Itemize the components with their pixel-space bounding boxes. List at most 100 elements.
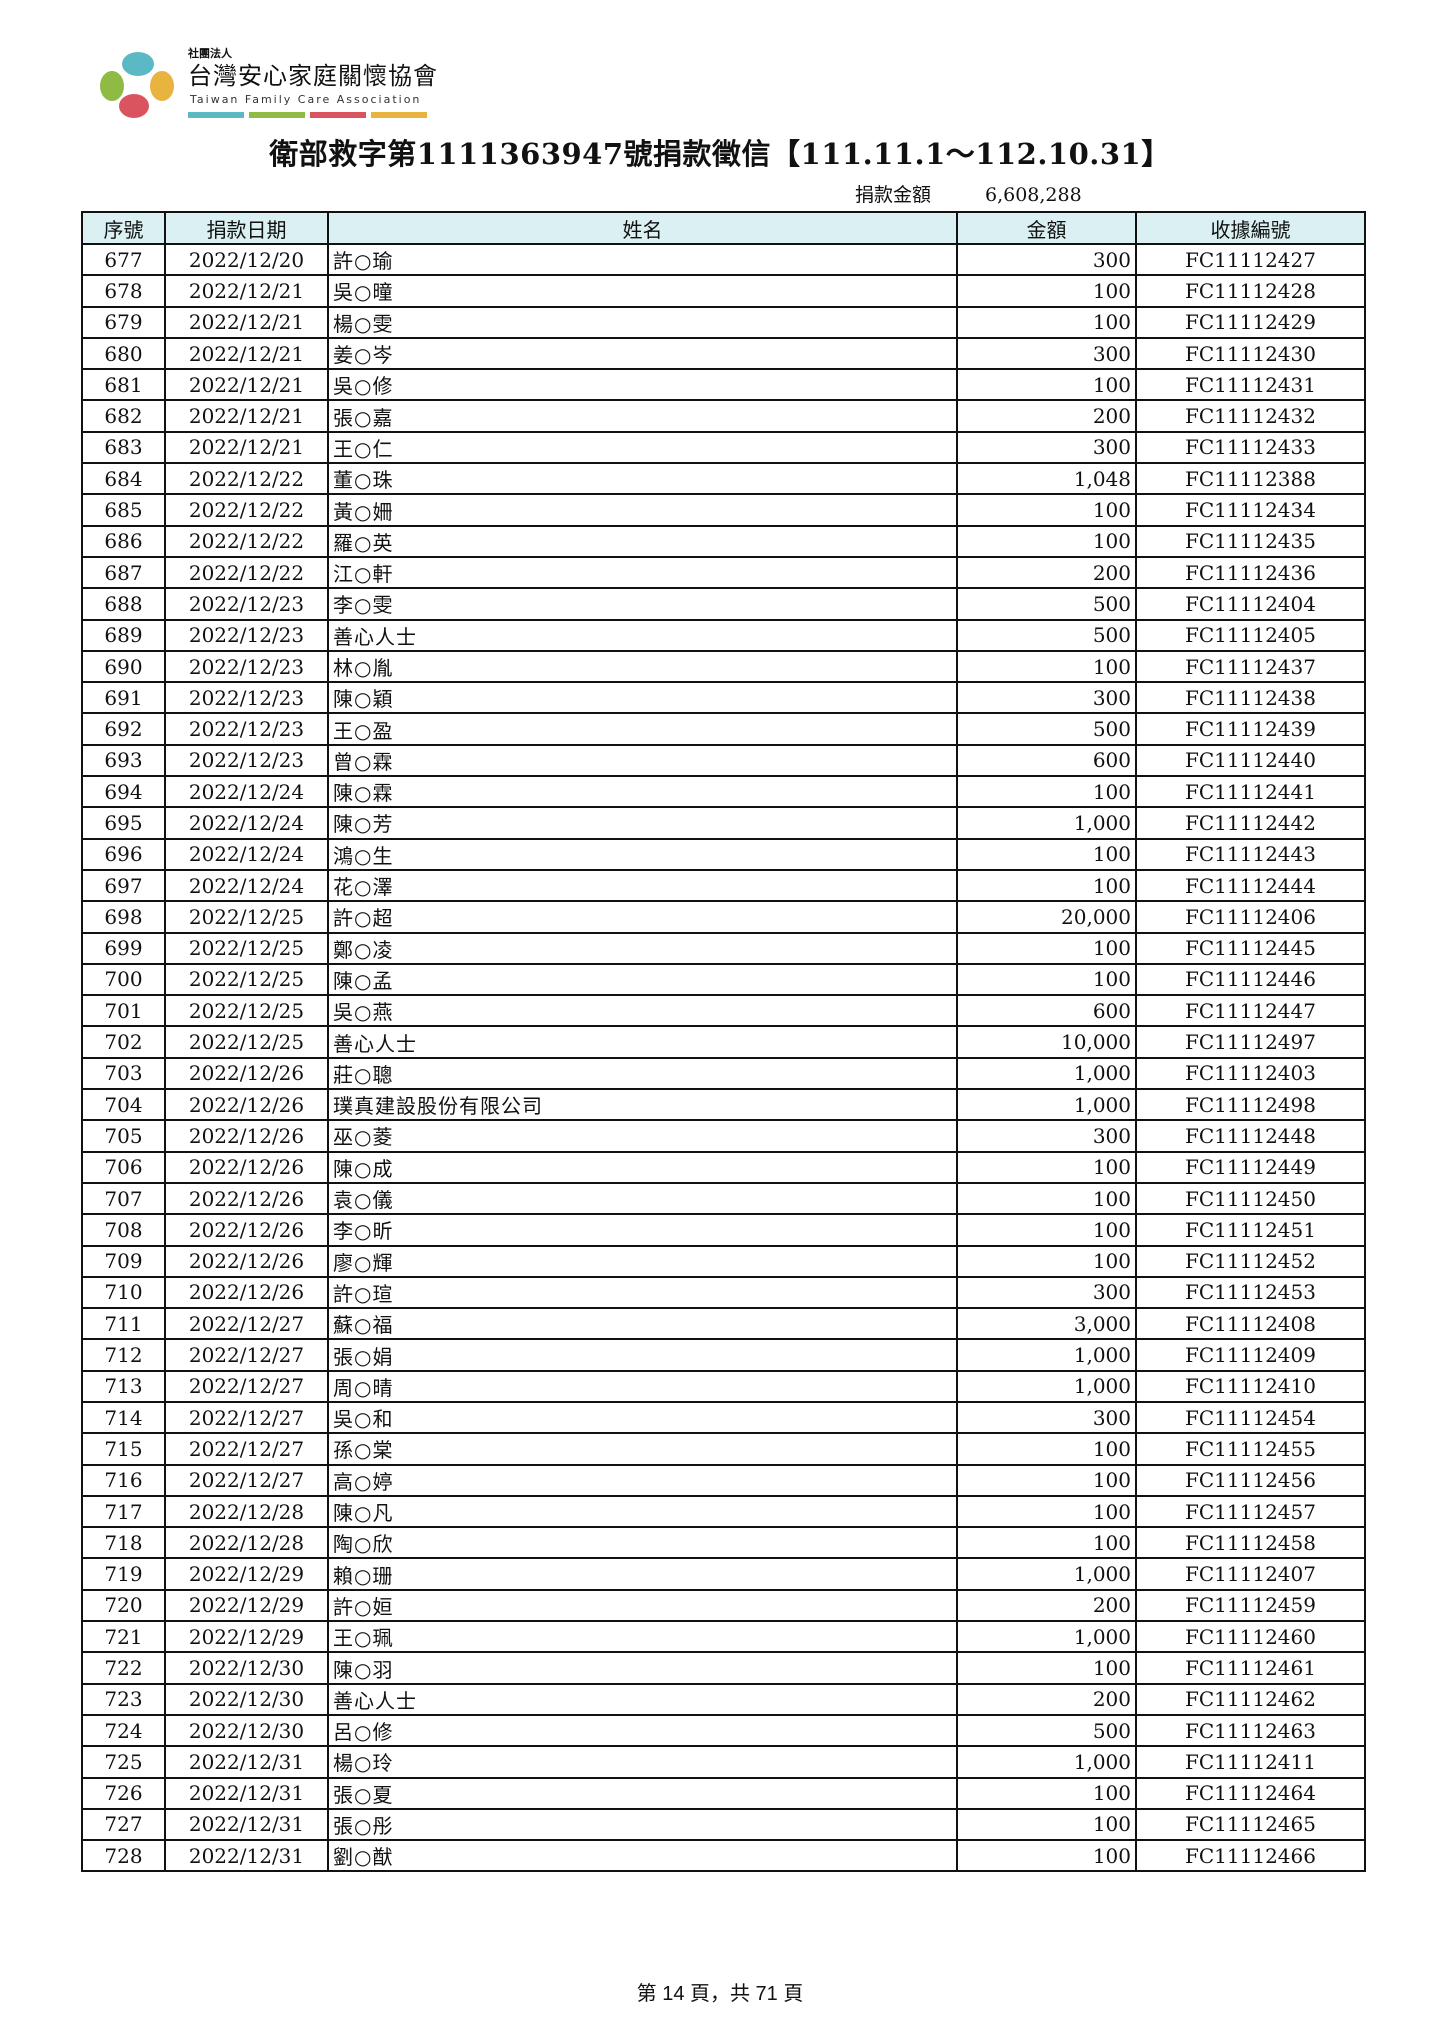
- cell-date: 2022/12/30: [164, 1682, 329, 1716]
- cell-amount: 1,000: [956, 1557, 1137, 1591]
- cell-date: 2022/12/25: [164, 931, 329, 965]
- cell-seq: 694: [81, 775, 166, 809]
- cell-amount: 1,000: [956, 1056, 1137, 1091]
- cell-name: 許○姮: [327, 1588, 958, 1623]
- cell-receipt: FC11112464: [1135, 1776, 1366, 1810]
- table-row: 705 2022/12/26 巫○菱 300 FC11112448: [81, 1119, 1366, 1153]
- cell-amount: 100: [956, 962, 1137, 997]
- cell-receipt: FC11112497: [1135, 1025, 1366, 1059]
- cell-name: 李○昕: [327, 1213, 958, 1247]
- cell-seq: 721: [81, 1620, 166, 1654]
- cell-date: 2022/12/20: [164, 242, 329, 277]
- cell-seq: 687: [81, 555, 166, 590]
- cell-date: 2022/12/22: [164, 555, 329, 590]
- table-row: 690 2022/12/23 林○胤 100 FC11112437: [81, 649, 1366, 684]
- cell-date: 2022/12/27: [164, 1400, 329, 1435]
- table-row: 707 2022/12/26 袁○儀 100 FC11112450: [81, 1181, 1366, 1216]
- cell-date: 2022/12/26: [164, 1181, 329, 1216]
- cell-amount: 100: [956, 1463, 1137, 1497]
- table-row: 685 2022/12/22 黃○姍 100 FC11112434: [81, 493, 1366, 527]
- org-name-english: Taiwan Family Care Association: [190, 93, 422, 106]
- cell-seq: 697: [81, 868, 166, 903]
- cell-date: 2022/12/27: [164, 1307, 329, 1341]
- cell-name: 善心人士: [327, 1682, 958, 1716]
- cell-seq: 683: [81, 430, 166, 465]
- cell-amount: 100: [956, 493, 1137, 527]
- cell-date: 2022/12/26: [164, 1244, 329, 1278]
- cell-seq: 720: [81, 1588, 166, 1623]
- cell-receipt: FC11112433: [1135, 430, 1366, 465]
- cell-receipt: FC11112448: [1135, 1119, 1366, 1153]
- cell-date: 2022/12/27: [164, 1338, 329, 1372]
- cell-amount: 300: [956, 681, 1137, 715]
- cell-receipt: FC11112446: [1135, 962, 1366, 997]
- table-row: 723 2022/12/30 善心人士 200 FC11112462: [81, 1682, 1366, 1716]
- cell-amount: 1,000: [956, 1088, 1137, 1122]
- cell-amount: 10,000: [956, 1025, 1137, 1059]
- cell-date: 2022/12/31: [164, 1745, 329, 1779]
- cell-name: 許○瑄: [327, 1275, 958, 1310]
- column-header-name: 姓名: [327, 211, 958, 245]
- cell-date: 2022/12/25: [164, 900, 329, 934]
- cell-amount: 300: [956, 1275, 1137, 1310]
- table-row: 683 2022/12/21 王○仁 300 FC11112433: [81, 430, 1366, 465]
- cell-amount: 1,000: [956, 1369, 1137, 1403]
- cell-name: 楊○雯: [327, 305, 958, 339]
- cell-seq: 691: [81, 681, 166, 715]
- table-row: 714 2022/12/27 吳○和 300 FC11112454: [81, 1400, 1366, 1435]
- cell-name: 善心人士: [327, 618, 958, 652]
- table-row: 703 2022/12/26 莊○聰 1,000 FC11112403: [81, 1056, 1366, 1091]
- cell-amount: 100: [956, 524, 1137, 558]
- cell-receipt: FC11112409: [1135, 1338, 1366, 1372]
- cell-amount: 200: [956, 1588, 1137, 1623]
- table-row: 709 2022/12/26 廖○輝 100 FC11112452: [81, 1244, 1366, 1278]
- column-header-amount: 金額: [956, 211, 1137, 245]
- cell-seq: 678: [81, 274, 166, 308]
- table-row: 724 2022/12/30 呂○修 500 FC11112463: [81, 1713, 1366, 1748]
- table-row: 722 2022/12/30 陳○羽 100 FC11112461: [81, 1651, 1366, 1685]
- cell-amount: 100: [956, 1651, 1137, 1685]
- cell-amount: 100: [956, 274, 1137, 308]
- cell-amount: 100: [956, 1213, 1137, 1247]
- table-row: 679 2022/12/21 楊○雯 100 FC11112429: [81, 305, 1366, 339]
- cell-name: 張○彤: [327, 1807, 958, 1842]
- cell-name: 王○仁: [327, 430, 958, 465]
- cell-amount: 300: [956, 1400, 1137, 1435]
- cell-name: 林○胤: [327, 649, 958, 684]
- cell-name: 許○瑜: [327, 242, 958, 277]
- cell-name: 賴○珊: [327, 1557, 958, 1591]
- cell-amount: 1,000: [956, 1745, 1137, 1779]
- cell-name: 花○澤: [327, 868, 958, 903]
- column-header-seq: 序號: [81, 211, 166, 245]
- cell-receipt: FC11112461: [1135, 1651, 1366, 1685]
- cell-name: 陳○穎: [327, 681, 958, 715]
- cell-name: 莊○聰: [327, 1056, 958, 1091]
- cell-receipt: FC11112440: [1135, 743, 1366, 778]
- cell-receipt: FC11112405: [1135, 618, 1366, 652]
- cell-receipt: FC11112436: [1135, 555, 1366, 590]
- cell-receipt: FC11112453: [1135, 1275, 1366, 1310]
- cell-amount: 200: [956, 555, 1137, 590]
- cell-receipt: FC11112455: [1135, 1432, 1366, 1466]
- cell-amount: 1,000: [956, 1338, 1137, 1372]
- cell-date: 2022/12/21: [164, 399, 329, 433]
- table-row: 706 2022/12/26 陳○成 100 FC11112449: [81, 1150, 1366, 1184]
- cell-amount: 100: [956, 1776, 1137, 1810]
- table-row: 697 2022/12/24 花○澤 100 FC11112444: [81, 868, 1366, 903]
- cell-receipt: FC11112438: [1135, 681, 1366, 715]
- table-row: 686 2022/12/22 羅○英 100 FC11112435: [81, 524, 1366, 558]
- cell-amount: 100: [956, 368, 1137, 402]
- cell-date: 2022/12/25: [164, 962, 329, 997]
- cell-name: 鄭○凌: [327, 931, 958, 965]
- cell-name: 羅○英: [327, 524, 958, 558]
- cell-receipt: FC11112434: [1135, 493, 1366, 527]
- cell-receipt: FC11112439: [1135, 712, 1366, 746]
- cell-amount: 500: [956, 618, 1137, 652]
- cell-seq: 692: [81, 712, 166, 746]
- cell-date: 2022/12/31: [164, 1776, 329, 1810]
- org-name: 台灣安心家庭關懷協會: [188, 62, 438, 90]
- cell-name: 姜○岑: [327, 336, 958, 371]
- cell-name: 楊○玲: [327, 1745, 958, 1779]
- table-row: 699 2022/12/25 鄭○凌 100 FC11112445: [81, 931, 1366, 965]
- cell-receipt: FC11112430: [1135, 336, 1366, 371]
